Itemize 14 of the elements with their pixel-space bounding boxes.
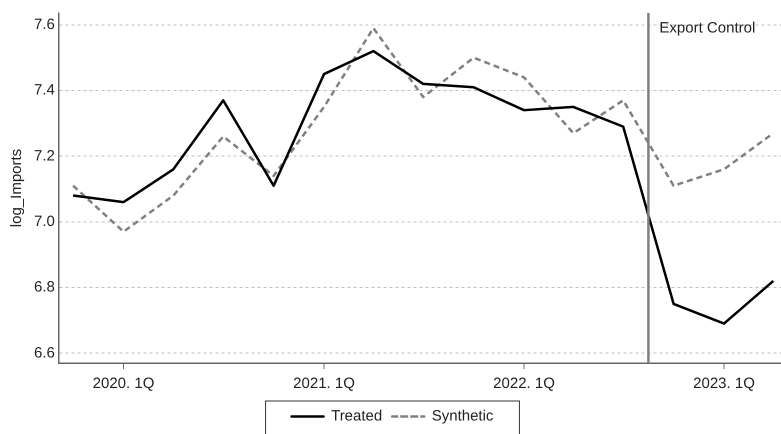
x-tick-label: 2022. 1Q <box>493 375 555 392</box>
x-tick-label: 2021. 1Q <box>293 375 355 392</box>
y-tick-label: 7.6 <box>34 16 55 33</box>
legend-label: Synthetic <box>432 408 494 425</box>
y-tick-label: 7.4 <box>34 82 55 99</box>
x-tick-label: 2020. 1Q <box>92 375 154 392</box>
y-tick-label: 6.8 <box>34 278 55 296</box>
y-tick-label: 7.2 <box>34 147 55 164</box>
x-tick-label: 2023. 1Q <box>693 375 755 392</box>
ref-line-label: Export Control <box>659 20 756 37</box>
y-tick-label: 7.0 <box>34 212 55 230</box>
legend-label: Treated <box>331 408 382 425</box>
y-axis-title: log_Imports <box>8 148 26 228</box>
y-tick-label: 6.6 <box>34 344 55 362</box>
